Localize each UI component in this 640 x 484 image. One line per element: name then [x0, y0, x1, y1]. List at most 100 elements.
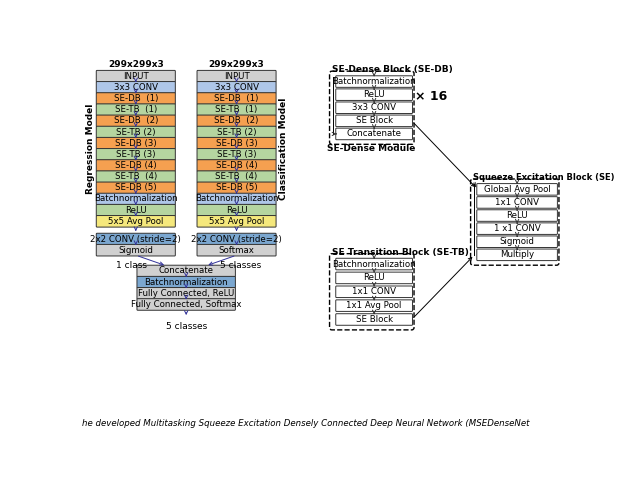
FancyBboxPatch shape: [477, 236, 557, 247]
Text: ReLU: ReLU: [506, 211, 528, 220]
Text: SE-DB  (2): SE-DB (2): [214, 116, 259, 125]
FancyBboxPatch shape: [197, 70, 276, 82]
FancyBboxPatch shape: [477, 223, 557, 234]
Text: ReLU: ReLU: [125, 206, 147, 215]
FancyBboxPatch shape: [96, 204, 175, 216]
Text: SE-TB  (1): SE-TB (1): [115, 105, 157, 114]
FancyBboxPatch shape: [197, 171, 276, 182]
FancyBboxPatch shape: [96, 115, 175, 127]
FancyBboxPatch shape: [197, 182, 276, 194]
FancyBboxPatch shape: [197, 126, 276, 138]
FancyBboxPatch shape: [477, 249, 557, 260]
Text: Multiply: Multiply: [500, 250, 534, 259]
Text: SE-TB  (1): SE-TB (1): [216, 105, 258, 114]
Text: SE-DB  (1): SE-DB (1): [214, 94, 259, 103]
FancyBboxPatch shape: [96, 82, 175, 93]
Text: 1x1 CONV: 1x1 CONV: [495, 198, 539, 207]
Text: Softmax: Softmax: [219, 246, 255, 255]
FancyBboxPatch shape: [336, 314, 412, 325]
FancyBboxPatch shape: [197, 233, 276, 245]
Text: ReLU: ReLU: [226, 206, 248, 215]
FancyBboxPatch shape: [197, 244, 276, 256]
Text: 2x2 CONV (stride=2): 2x2 CONV (stride=2): [191, 235, 282, 243]
Text: ReLU: ReLU: [364, 90, 385, 99]
FancyBboxPatch shape: [336, 76, 412, 87]
Text: SE-TB (3): SE-TB (3): [217, 150, 256, 159]
Text: Concatenate: Concatenate: [159, 267, 214, 275]
FancyBboxPatch shape: [96, 193, 175, 205]
FancyBboxPatch shape: [137, 287, 236, 299]
Text: 5x5 Avg Pool: 5x5 Avg Pool: [209, 217, 264, 226]
Text: SE-TB (3): SE-TB (3): [116, 150, 156, 159]
Text: Regression Model: Regression Model: [86, 104, 95, 194]
Text: SE-DB (4): SE-DB (4): [216, 161, 257, 170]
FancyBboxPatch shape: [96, 70, 175, 82]
Text: SE-TB (2): SE-TB (2): [217, 127, 256, 136]
FancyBboxPatch shape: [197, 82, 276, 93]
FancyBboxPatch shape: [336, 115, 412, 127]
Text: Sigmoid: Sigmoid: [500, 237, 534, 246]
Text: SE-Dense Module: SE-Dense Module: [327, 144, 415, 152]
Text: × 16: × 16: [415, 90, 447, 103]
Text: Batchnormalization: Batchnormalization: [145, 278, 228, 287]
FancyBboxPatch shape: [96, 182, 175, 194]
Text: SE-DB  (1): SE-DB (1): [114, 94, 158, 103]
Text: he developed Multitasking Squeeze Excitation Densely Connected Deep Neural Netwo: he developed Multitasking Squeeze Excita…: [83, 420, 530, 428]
Text: Batchnormalization: Batchnormalization: [332, 77, 416, 86]
FancyBboxPatch shape: [197, 137, 276, 149]
Text: 1 x1 CONV: 1 x1 CONV: [493, 224, 540, 233]
FancyBboxPatch shape: [197, 215, 276, 227]
FancyBboxPatch shape: [137, 299, 236, 310]
Text: Global Avg Pool: Global Avg Pool: [484, 185, 550, 194]
Text: SE-TB (2): SE-TB (2): [116, 127, 156, 136]
Text: INPUT: INPUT: [223, 72, 250, 81]
Text: 3x3 CONV: 3x3 CONV: [114, 83, 158, 92]
FancyBboxPatch shape: [96, 215, 175, 227]
FancyBboxPatch shape: [96, 171, 175, 182]
FancyBboxPatch shape: [96, 93, 175, 104]
FancyBboxPatch shape: [336, 286, 412, 298]
Text: SE Transition Block (SE-TB): SE Transition Block (SE-TB): [332, 247, 468, 257]
Text: SE-DB (4): SE-DB (4): [115, 161, 157, 170]
Text: 1 class: 1 class: [116, 261, 147, 271]
FancyBboxPatch shape: [96, 149, 175, 160]
Text: SE-DB  (2): SE-DB (2): [114, 116, 158, 125]
Text: 5 classes: 5 classes: [220, 261, 261, 271]
FancyBboxPatch shape: [336, 300, 412, 311]
FancyBboxPatch shape: [197, 204, 276, 216]
Text: Fully Connected, ReLU: Fully Connected, ReLU: [138, 289, 234, 298]
Text: Concatenate: Concatenate: [347, 129, 402, 138]
FancyBboxPatch shape: [137, 276, 236, 288]
FancyBboxPatch shape: [477, 197, 557, 208]
FancyBboxPatch shape: [96, 160, 175, 171]
FancyBboxPatch shape: [477, 210, 557, 221]
Text: ReLU: ReLU: [364, 273, 385, 283]
FancyBboxPatch shape: [96, 244, 175, 256]
FancyBboxPatch shape: [137, 265, 236, 277]
Text: 299x299x3: 299x299x3: [108, 60, 164, 69]
FancyBboxPatch shape: [96, 137, 175, 149]
FancyBboxPatch shape: [197, 93, 276, 104]
FancyBboxPatch shape: [96, 233, 175, 245]
FancyBboxPatch shape: [197, 149, 276, 160]
Text: Batchnormalization: Batchnormalization: [94, 195, 178, 203]
Text: Fully Connected, Softmax: Fully Connected, Softmax: [131, 300, 241, 309]
Text: SE Block: SE Block: [356, 315, 393, 324]
FancyBboxPatch shape: [336, 102, 412, 114]
FancyBboxPatch shape: [96, 104, 175, 116]
FancyBboxPatch shape: [336, 89, 412, 101]
Text: 1x1 Avg Pool: 1x1 Avg Pool: [346, 301, 402, 310]
Text: SE-DB (5): SE-DB (5): [216, 183, 257, 192]
FancyBboxPatch shape: [197, 160, 276, 171]
Text: Classification Model: Classification Model: [278, 98, 287, 200]
Text: SE-Dense Block (SE-DB): SE-Dense Block (SE-DB): [332, 65, 452, 74]
Text: SE-DB (3): SE-DB (3): [115, 138, 157, 148]
Text: Sigmoid: Sigmoid: [118, 246, 153, 255]
Text: 5 classes: 5 classes: [166, 322, 207, 331]
Text: 5x5 Avg Pool: 5x5 Avg Pool: [108, 217, 163, 226]
Text: 1x1 CONV: 1x1 CONV: [352, 287, 396, 296]
Text: 3x3 CONV: 3x3 CONV: [214, 83, 259, 92]
Text: SE-DB (3): SE-DB (3): [216, 138, 257, 148]
Text: SE-DB (5): SE-DB (5): [115, 183, 157, 192]
FancyBboxPatch shape: [477, 183, 557, 195]
